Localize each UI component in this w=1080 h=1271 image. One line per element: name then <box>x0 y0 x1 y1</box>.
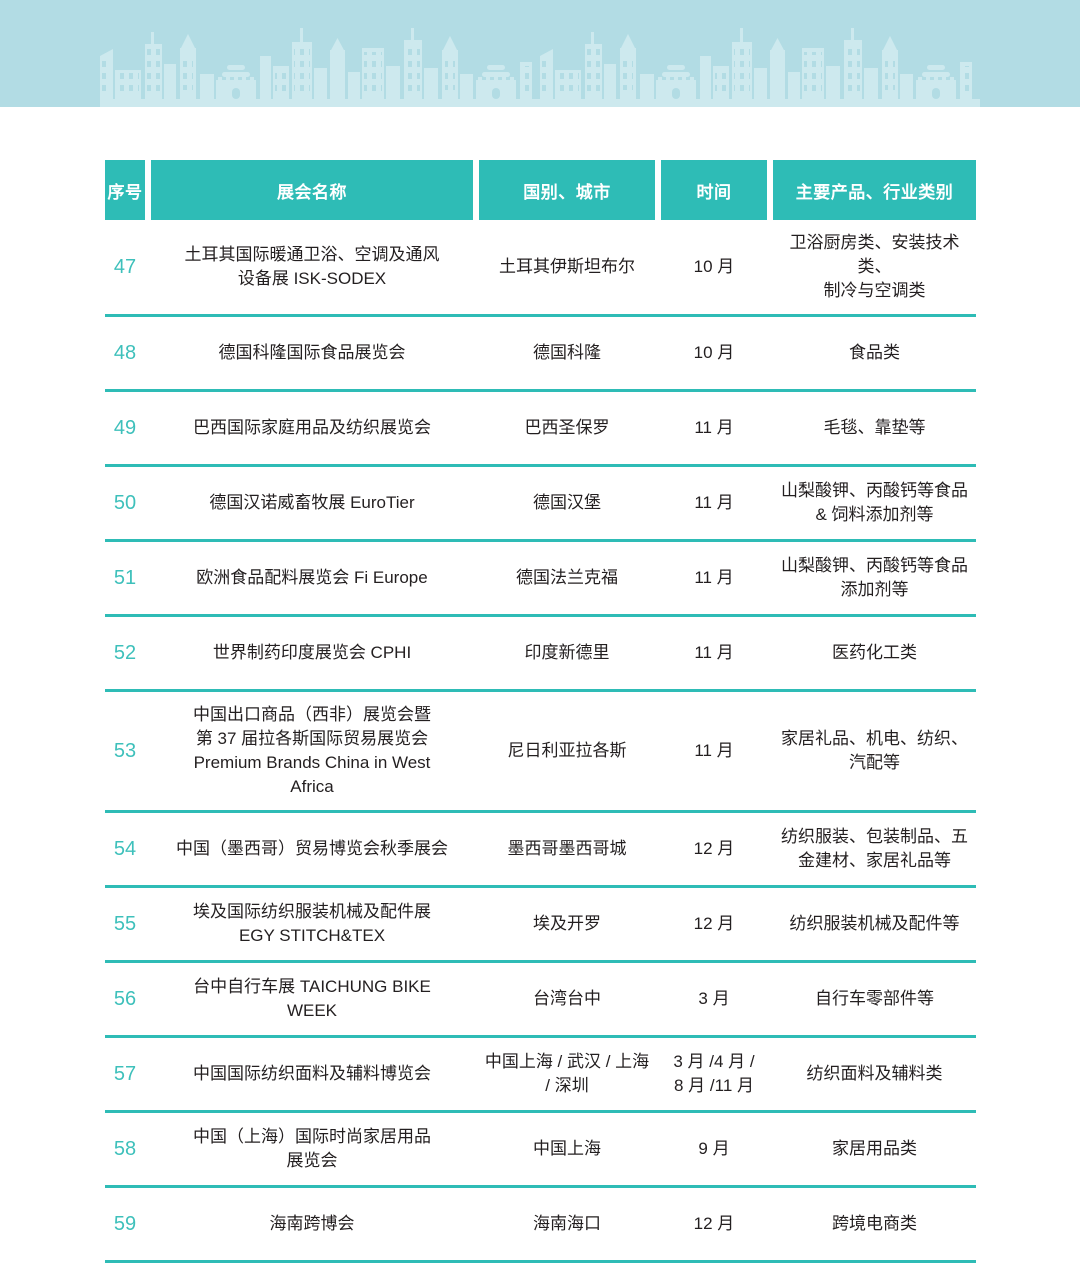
cell-serial-number: 48 <box>113 342 137 364</box>
cell-country-city: 墨西哥墨西哥城 <box>507 839 627 858</box>
city-skyline-illustration <box>100 28 980 107</box>
table-row: 49 巴西国际家庭用品及纺织展览会 巴西圣保罗 11 月 毛毯、靠垫等 <box>105 392 976 467</box>
col-header-serial-number: 序号 <box>105 160 145 220</box>
table-row: 59 海南跨博会 海南海口 12 月 跨境电商类 <box>105 1188 976 1263</box>
cell-exhibition-name: 中国国际纺织面料及辅料博览会 <box>193 1064 431 1083</box>
cell-products-category: 跨境电商类 <box>832 1214 917 1233</box>
cell-exhibition-name: 德国汉诺威畜牧展 EuroTier <box>209 493 415 512</box>
exhibition-table: 序号 展会名称 国别、城市 时间 主要产品、行业类别 47 土耳其国际暖通卫浴、… <box>105 160 976 1263</box>
cell-exhibition-name: 海南跨博会 <box>269 1214 355 1233</box>
cell-time: 11 月 <box>694 418 734 437</box>
cell-time: 3 月 /4 月 / 8 月 /11 月 <box>673 1052 755 1095</box>
cell-country-city: 中国上海 <box>533 1139 601 1158</box>
cell-exhibition-name: 中国（上海）国际时尚家居用品 展览会 <box>193 1127 431 1170</box>
cell-products-category: 卫浴厨房类、安装技术类、 制冷与空调类 <box>789 233 960 300</box>
cell-exhibition-name: 世界制药印度展览会 CPHI <box>212 643 412 662</box>
col-header-products-category: 主要产品、行业类别 <box>773 160 976 220</box>
cell-products-category: 家居用品类 <box>832 1139 917 1158</box>
cell-country-city: 土耳其伊斯坦布尔 <box>499 257 635 276</box>
cell-exhibition-name: 台中自行车展 TAICHUNG BIKE WEEK <box>193 977 431 1020</box>
cell-products-category: 山梨酸钾、丙酸钙等食品 & 饲料添加剂等 <box>781 481 968 524</box>
cell-serial-number: 50 <box>113 492 137 514</box>
table-row: 48 德国科隆国际食品展览会 德国科隆 10 月 食品类 <box>105 317 976 392</box>
cell-time: 11 月 <box>694 741 734 760</box>
cell-serial-number: 56 <box>113 988 137 1010</box>
table-row: 50 德国汉诺威畜牧展 EuroTier 德国汉堡 11 月 山梨酸钾、丙酸钙等… <box>105 467 976 542</box>
cell-serial-number: 51 <box>113 567 137 589</box>
cell-exhibition-name: 中国（墨西哥）贸易博览会秋季展会 <box>176 839 448 858</box>
cell-serial-number: 53 <box>113 740 137 762</box>
table-row: 51 欧洲食品配料展览会 Fi Europe 德国法兰克福 11 月 山梨酸钾、… <box>105 542 976 617</box>
cell-time: 11 月 <box>694 643 734 662</box>
col-header-country-city: 国别、城市 <box>479 160 655 220</box>
cell-products-category: 山梨酸钾、丙酸钙等食品 添加剂等 <box>781 556 968 599</box>
table-row: 54 中国（墨西哥）贸易博览会秋季展会 墨西哥墨西哥城 12 月 纺织服装、包装… <box>105 813 976 888</box>
cell-time: 12 月 <box>693 914 735 933</box>
cell-country-city: 德国科隆 <box>533 343 601 362</box>
cell-time: 12 月 <box>693 1214 735 1233</box>
cell-serial-number: 58 <box>113 1138 137 1160</box>
cell-exhibition-name: 巴西国际家庭用品及纺织展览会 <box>193 418 431 437</box>
cell-exhibition-name: 中国出口商品（西非）展览会暨 第 37 届拉各斯国际贸易展览会 Premium … <box>193 705 431 796</box>
cell-country-city: 巴西圣保罗 <box>524 418 610 437</box>
cell-products-category: 食品类 <box>849 343 900 362</box>
cell-country-city: 台湾台中 <box>533 989 601 1008</box>
table-row: 53 中国出口商品（西非）展览会暨 第 37 届拉各斯国际贸易展览会 Premi… <box>105 692 976 813</box>
cell-products-category: 纺织服装、包装制品、五 金建材、家居礼品等 <box>781 827 968 870</box>
decorative-banner <box>0 0 1080 107</box>
cell-exhibition-name: 土耳其国际暖通卫浴、空调及通风 设备展 ISK-SODEX <box>184 245 440 288</box>
cell-serial-number: 57 <box>113 1063 137 1085</box>
cell-products-category: 自行车零部件等 <box>815 989 934 1008</box>
cell-serial-number: 59 <box>113 1213 137 1235</box>
table-row: 52 世界制药印度展览会 CPHI 印度新德里 11 月 医药化工类 <box>105 617 976 692</box>
cell-time: 11 月 <box>694 568 734 587</box>
cell-serial-number: 55 <box>113 913 137 935</box>
table-header-row: 序号 展会名称 国别、城市 时间 主要产品、行业类别 <box>105 160 976 220</box>
cell-products-category: 纺织面料及辅料类 <box>806 1064 943 1083</box>
cell-products-category: 医药化工类 <box>832 643 917 662</box>
cell-time: 12 月 <box>693 839 735 858</box>
cell-serial-number: 49 <box>113 417 137 439</box>
cell-country-city: 尼日利亚拉各斯 <box>507 741 627 760</box>
cell-serial-number: 52 <box>113 642 137 664</box>
cell-country-city: 德国汉堡 <box>533 493 601 512</box>
cell-time: 9 月 <box>698 1139 730 1158</box>
table-row: 47 土耳其国际暖通卫浴、空调及通风 设备展 ISK-SODEX 土耳其伊斯坦布… <box>105 220 976 317</box>
cell-exhibition-name: 欧洲食品配料展览会 Fi Europe <box>196 568 428 587</box>
table-body: 47 土耳其国际暖通卫浴、空调及通风 设备展 ISK-SODEX 土耳其伊斯坦布… <box>105 220 976 1263</box>
cell-country-city: 印度新德里 <box>524 643 610 662</box>
col-header-exhibition-name: 展会名称 <box>151 160 473 220</box>
cell-serial-number: 54 <box>113 838 137 860</box>
cell-time: 3 月 <box>698 989 730 1008</box>
cell-products-category: 纺织服装机械及配件等 <box>789 914 960 933</box>
cell-country-city: 埃及开罗 <box>533 914 601 933</box>
cell-country-city: 海南海口 <box>533 1214 601 1233</box>
cell-products-category: 家居礼品、机电、纺织、 汽配等 <box>781 729 968 772</box>
table-row: 58 中国（上海）国际时尚家居用品 展览会 中国上海 9 月 家居用品类 <box>105 1113 976 1188</box>
cell-country-city: 德国法兰克福 <box>516 568 618 587</box>
table-row: 57 中国国际纺织面料及辅料博览会 中国上海 / 武汉 / 上海 / 深圳 3 … <box>105 1038 976 1113</box>
cell-exhibition-name: 埃及国际纺织服装机械及配件展 EGY STITCH&TEX <box>193 902 431 945</box>
cell-time: 10 月 <box>693 257 735 276</box>
cell-exhibition-name: 德国科隆国际食品展览会 <box>218 343 406 362</box>
cell-time: 10 月 <box>693 343 735 362</box>
table-row: 56 台中自行车展 TAICHUNG BIKE WEEK 台湾台中 3 月 自行… <box>105 963 976 1038</box>
cell-serial-number: 47 <box>113 256 137 278</box>
col-header-time: 时间 <box>661 160 767 220</box>
table-row: 55 埃及国际纺织服装机械及配件展 EGY STITCH&TEX 埃及开罗 12… <box>105 888 976 963</box>
cell-country-city: 中国上海 / 武汉 / 上海 / 深圳 <box>484 1052 650 1095</box>
cell-time: 11 月 <box>694 493 734 512</box>
cell-products-category: 毛毯、靠垫等 <box>823 418 926 437</box>
